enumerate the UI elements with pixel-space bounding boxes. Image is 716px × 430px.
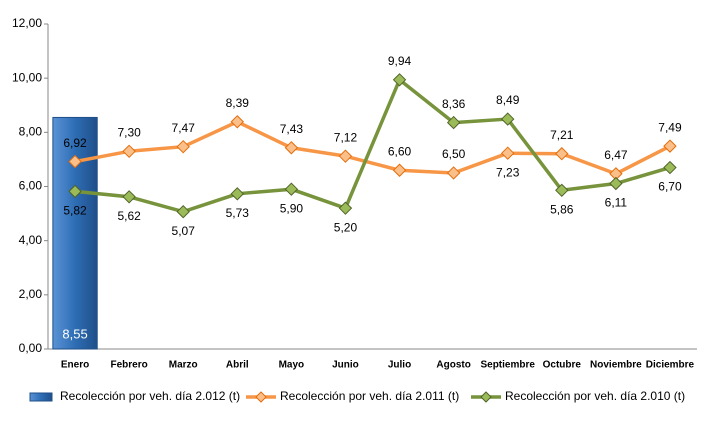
line-value-label: 7,30 <box>117 125 141 139</box>
line-value-label: 8,36 <box>442 97 466 111</box>
line-series <box>74 78 671 214</box>
line-value-label: 7,12 <box>334 130 358 144</box>
line-value-label: 5,62 <box>117 209 141 223</box>
y-tick-label: 2,00 <box>19 287 43 301</box>
line-marker <box>446 166 461 180</box>
line-marker <box>68 154 82 169</box>
legend-marker <box>480 391 492 403</box>
y-tick-label: 4,00 <box>19 233 43 247</box>
line-marker <box>176 204 190 219</box>
x-tick-label: Abril <box>226 360 249 371</box>
line-value-label: 8,39 <box>226 96 250 110</box>
line-value-label: 5,86 <box>550 202 574 216</box>
line-marker <box>392 73 407 87</box>
line-value-label: 6,60 <box>388 144 412 158</box>
line-value-label: 5,07 <box>172 224 196 238</box>
line-value-label: 5,20 <box>334 220 358 234</box>
line-value-label: 5,73 <box>226 206 250 220</box>
x-tick-label: Octubre <box>543 360 582 371</box>
line-marker <box>338 149 353 163</box>
line-marker <box>663 160 677 175</box>
x-tick-label: Marzo <box>169 360 198 371</box>
y-tick-label: 8,00 <box>19 125 43 139</box>
line-marker <box>230 187 244 201</box>
x-tick-label: Enero <box>61 360 89 371</box>
x-tick-label: Julio <box>388 360 411 371</box>
x-tick-label: Junio <box>332 360 359 371</box>
x-tick-label: Agosto <box>436 360 470 371</box>
line-marker <box>338 201 353 215</box>
bar-value-label: 8,55 <box>62 326 87 341</box>
legend-label: Recolección por veh. día 2.011 (t) <box>280 389 459 403</box>
line-marker <box>68 184 82 199</box>
legend-label: Recolección por veh. día 2.010 (t) <box>505 389 685 403</box>
line-value-label: 6,50 <box>442 147 466 161</box>
line-value-label: 6,70 <box>658 180 682 194</box>
line-marker <box>609 176 623 191</box>
y-tick-label: 10,00 <box>12 70 42 84</box>
x-tick-label: Septiembre <box>480 360 535 371</box>
y-tick-label: 0,00 <box>19 341 43 355</box>
line-value-label: 5,90 <box>280 201 304 215</box>
line-value-label: 7,47 <box>172 121 196 135</box>
line-value-label: 7,43 <box>280 122 304 136</box>
line-series <box>74 120 671 176</box>
line-marker <box>122 144 136 158</box>
legend-label: Recolección por veh. día 2.012 (t) <box>60 389 240 403</box>
legend-swatch <box>29 392 53 402</box>
line-value-label: 7,49 <box>658 120 682 134</box>
bar <box>52 116 98 350</box>
x-tick-label: Noviembre <box>590 360 642 371</box>
y-tick-label: 12,00 <box>12 16 42 30</box>
line-value-label: 8,49 <box>496 93 520 107</box>
line-marker <box>392 163 407 177</box>
line-marker <box>284 182 299 196</box>
y-tick-label: 6,00 <box>19 179 43 193</box>
line-marker <box>501 146 515 160</box>
line-value-label: 7,23 <box>496 165 520 179</box>
x-tick-label: Diciembre <box>646 360 695 371</box>
line-value-label: 9,94 <box>388 54 412 68</box>
line-value-label: 5,82 <box>63 204 87 218</box>
line-marker <box>555 183 569 197</box>
x-tick-label: Febrero <box>111 360 148 371</box>
line-marker <box>663 139 677 153</box>
legend-marker <box>255 391 267 403</box>
line-value-label: 7,21 <box>550 128 574 142</box>
line-marker <box>230 115 244 129</box>
line-marker <box>284 141 299 155</box>
line-value-label: 6,11 <box>605 196 628 210</box>
line-marker <box>555 147 569 161</box>
x-tick-label: Mayo <box>279 360 305 371</box>
line-marker <box>501 112 515 126</box>
line-marker <box>122 190 136 204</box>
line-value-label: 6,92 <box>63 136 87 150</box>
line-marker <box>176 139 190 154</box>
line-value-label: 6,47 <box>604 148 628 162</box>
line-marker <box>446 115 461 130</box>
